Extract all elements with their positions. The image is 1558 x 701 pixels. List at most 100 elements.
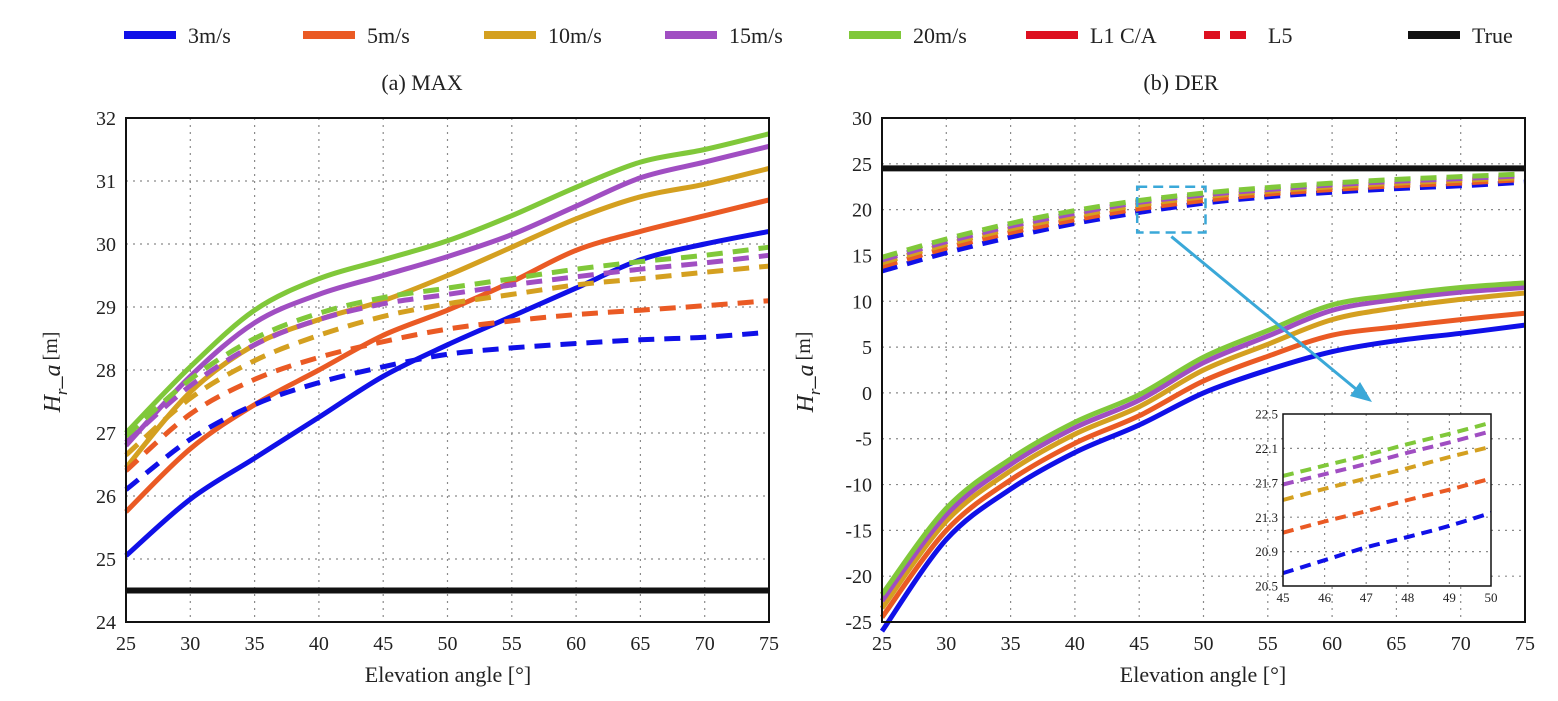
series-3m-s-l5 [1282,510,1492,576]
panel-b-series [879,171,1526,633]
series-10m-s-l1-c-a [879,290,1526,610]
y-tick-label: 28 [96,360,116,382]
panel-b-ylabel-main: H [793,393,819,413]
x-tick-label: 50 [1485,590,1498,605]
x-tick-label: 60 [566,633,586,655]
legend-item-20m-s: 20m/s [849,23,967,48]
x-tick-label: 48 [1401,590,1414,605]
zoom-box [1135,185,1207,234]
y-tick-label: 22.5 [1255,407,1278,422]
panel-max: (a) MAX 25 30 35 40 45 50 55 60 65 70 75 242526272… [40,70,779,687]
y-tick-label: -20 [845,566,872,588]
y-tick-label: 27 [96,423,116,445]
x-tick-label: 25 [116,633,136,655]
inset-yticks: 20.5 20.9 21.3 21.7 22.1 22.5 [1255,407,1278,594]
panel-a-title: (a) MAX [381,70,462,95]
legend-label: 15m/s [729,23,783,48]
series-3m-s-l1-c-a [124,228,770,558]
x-tick-label: 55 [1258,633,1278,655]
panel-b-ylabel-unit: [m] [793,332,815,361]
legend-label: 10m/s [548,23,602,48]
legend-item-l1-c-a: L1 C/A [1026,23,1157,48]
panel-b-ylabel-sub: r [805,388,824,395]
panel-a-ylabel-sub: r [52,388,71,395]
x-tick-label: 30 [180,633,200,655]
series-5m-s-l1-c-a [879,310,1526,619]
series-20m-s-l5 [1282,420,1492,478]
x-tick-label: 35 [1001,633,1021,655]
legend-item-10m-s: 10m/s [484,23,602,48]
y-tick-label: 26 [96,486,116,508]
y-tick-label: 20.9 [1255,544,1278,559]
x-tick-label: 30 [936,633,956,655]
y-tick-label: 20 [852,200,872,222]
series-15m-s-l5 [124,252,770,445]
panel-a-yticks: 24 25 26 27 28 29 30 31 32 [96,108,116,634]
legend-item-true: True [1408,23,1513,48]
series-20m-s-l5 [124,244,770,439]
inset-series [1282,420,1492,576]
series-15m-s-l1-c-a [879,285,1526,603]
panel-b-ylabel: Hr_a [m] [793,332,824,414]
y-tick-label: 30 [96,234,116,256]
legend-label: L5 [1268,23,1292,48]
inset-xticks: 45 46 47 48 49 50 [1277,590,1498,605]
x-tick-label: 25 [872,633,892,655]
y-tick-label: 10 [852,291,872,313]
y-tick-label: 24 [96,612,116,634]
x-tick-label: 60 [1322,633,1342,655]
legend-item-5m-s: 5m/s [303,23,410,48]
y-tick-label: -5 [855,429,872,451]
x-tick-label: 65 [630,633,650,655]
x-tick-label: 50 [1194,633,1214,655]
y-tick-label: 32 [96,108,116,130]
y-tick-label: 22.1 [1255,441,1278,456]
inset-frame [1282,413,1492,587]
panel-a-xlabel: Elevation angle [°] [365,662,531,687]
x-tick-label: 40 [309,633,329,655]
series-10m-s-l5 [124,263,770,457]
y-tick-label: -15 [845,520,872,542]
series-3m-s-l5 [881,179,1526,274]
series-15m-s-l1-c-a [124,143,770,448]
legend-item-15m-s: 15m/s [665,23,783,48]
legend-label: 20m/s [913,23,967,48]
panel-a-ylabel-rest: _a [40,364,66,389]
series-5m-s-l5 [1282,476,1492,535]
panel-a-grid [126,118,769,622]
legend-label: 3m/s [188,23,231,48]
panel-b-title: (b) DER [1143,70,1218,95]
x-tick-label: 45 [373,633,393,655]
series-3m-s-l1-c-a [879,322,1526,633]
zoom-annotation [1135,185,1372,402]
x-tick-label: 40 [1065,633,1085,655]
zoom-arrow-head [1350,382,1372,402]
y-tick-label: 0 [862,383,872,405]
inset-panel: 45 46 47 48 49 50 20.5 20.9 21.3 21.7 22.1 22.5 [1255,407,1497,605]
panel-a-series [124,131,770,558]
panel-b-ylabel-rest: _a [793,364,819,389]
x-tick-label: 55 [502,633,522,655]
x-tick-label: 47 [1360,590,1374,605]
legend-label: 5m/s [367,23,410,48]
y-tick-label: 15 [852,245,872,267]
series-10m-s-l5 [881,175,1526,266]
x-tick-label: 45 [1277,590,1290,605]
series-5m-s-l5 [881,176,1526,269]
x-tick-label: 46 [1318,590,1332,605]
y-tick-label: 5 [862,337,872,359]
y-tick-label: 29 [96,297,116,319]
x-tick-label: 35 [245,633,265,655]
series-20m-s-l5 [881,171,1526,260]
panel-b-xticks: 25 30 35 40 45 50 55 60 65 70 75 [872,633,1535,655]
y-tick-label: 30 [852,108,872,130]
series-15m-s-l5 [1282,429,1492,487]
y-tick-label: -25 [845,612,872,634]
series-5m-s-l1-c-a [124,197,770,514]
panel-b-frame [881,117,1526,623]
x-tick-label: 45 [1129,633,1149,655]
x-tick-label: 70 [695,633,715,655]
x-tick-label: 75 [759,633,779,655]
y-tick-label: 21.3 [1255,510,1278,525]
